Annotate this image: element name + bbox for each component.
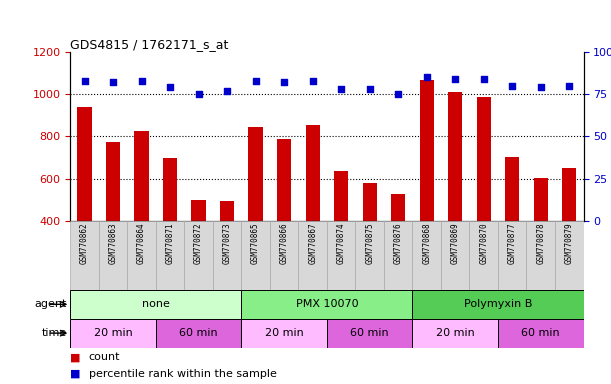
Text: count: count [89, 352, 120, 362]
Text: GDS4815 / 1762171_s_at: GDS4815 / 1762171_s_at [70, 38, 229, 51]
Point [365, 86, 375, 92]
Bar [270, 221, 298, 290]
Text: agent: agent [35, 299, 67, 310]
Bar [334, 171, 348, 221]
Text: GSM770870: GSM770870 [479, 223, 488, 265]
Bar [555, 221, 584, 290]
Text: GSM770863: GSM770863 [109, 223, 117, 265]
Text: GSM770868: GSM770868 [422, 223, 431, 265]
Point [507, 83, 517, 89]
Bar [241, 319, 327, 348]
Bar [134, 131, 148, 221]
Text: GSM770878: GSM770878 [536, 223, 545, 265]
Bar [412, 290, 584, 319]
Point [279, 79, 289, 85]
Text: percentile rank within the sample: percentile rank within the sample [89, 369, 276, 379]
Bar [327, 221, 356, 290]
Bar [498, 221, 527, 290]
Text: time: time [42, 328, 67, 338]
Bar [327, 319, 412, 348]
Text: GSM770879: GSM770879 [565, 223, 574, 265]
Bar [356, 221, 384, 290]
Point [536, 84, 546, 90]
Point [194, 91, 203, 97]
Bar [70, 221, 99, 290]
Bar [384, 221, 412, 290]
Bar [505, 157, 519, 221]
Bar [241, 290, 412, 319]
Bar [412, 221, 441, 290]
Bar [298, 221, 327, 290]
Bar [213, 221, 241, 290]
Text: GSM770875: GSM770875 [365, 223, 374, 265]
Point [336, 86, 346, 92]
Point [422, 74, 431, 80]
Bar [527, 221, 555, 290]
Bar [277, 139, 291, 221]
Bar [156, 221, 185, 290]
Text: GSM770862: GSM770862 [80, 223, 89, 265]
Bar [362, 183, 377, 221]
Bar [448, 92, 463, 221]
Text: GSM770872: GSM770872 [194, 223, 203, 265]
Point [108, 79, 118, 85]
Text: 60 min: 60 min [179, 328, 218, 338]
Point [308, 78, 318, 84]
Bar [469, 221, 498, 290]
Point [137, 78, 147, 84]
Text: GSM770869: GSM770869 [451, 223, 459, 265]
Bar [156, 319, 241, 348]
Text: 20 min: 20 min [93, 328, 133, 338]
Bar [249, 127, 263, 221]
Point [222, 88, 232, 94]
Text: GSM770871: GSM770871 [166, 223, 175, 265]
Bar [477, 97, 491, 221]
Text: GSM770864: GSM770864 [137, 223, 146, 265]
Bar [70, 290, 241, 319]
Text: 60 min: 60 min [521, 328, 560, 338]
Text: GSM770874: GSM770874 [337, 223, 346, 265]
Bar [106, 142, 120, 221]
Text: 20 min: 20 min [436, 328, 475, 338]
Text: none: none [142, 299, 170, 310]
Bar [533, 177, 548, 221]
Bar [241, 221, 270, 290]
Text: GSM770867: GSM770867 [308, 223, 317, 265]
Bar [99, 221, 127, 290]
Bar [391, 194, 405, 221]
Point [79, 78, 89, 84]
Text: ■: ■ [70, 352, 81, 362]
Point [565, 83, 574, 89]
Text: GSM770877: GSM770877 [508, 223, 517, 265]
Bar [420, 80, 434, 221]
Bar [127, 221, 156, 290]
Text: PMX 10070: PMX 10070 [296, 299, 358, 310]
Bar [70, 319, 156, 348]
Point [393, 91, 403, 97]
Bar [412, 319, 498, 348]
Text: GSM770865: GSM770865 [251, 223, 260, 265]
Bar [78, 107, 92, 221]
Text: 20 min: 20 min [265, 328, 304, 338]
Point [251, 78, 260, 84]
Bar [220, 201, 234, 221]
Point [479, 76, 489, 82]
Bar [562, 169, 576, 221]
Bar [306, 125, 320, 221]
Point [165, 84, 175, 90]
Bar [441, 221, 469, 290]
Bar [163, 159, 177, 221]
Text: ■: ■ [70, 369, 81, 379]
Text: 60 min: 60 min [350, 328, 389, 338]
Bar [185, 221, 213, 290]
Text: GSM770866: GSM770866 [280, 223, 288, 265]
Point [450, 76, 460, 82]
Text: GSM770876: GSM770876 [393, 223, 403, 265]
Bar [498, 319, 584, 348]
Text: Polymyxin B: Polymyxin B [464, 299, 532, 310]
Bar [191, 200, 206, 221]
Text: GSM770873: GSM770873 [222, 223, 232, 265]
